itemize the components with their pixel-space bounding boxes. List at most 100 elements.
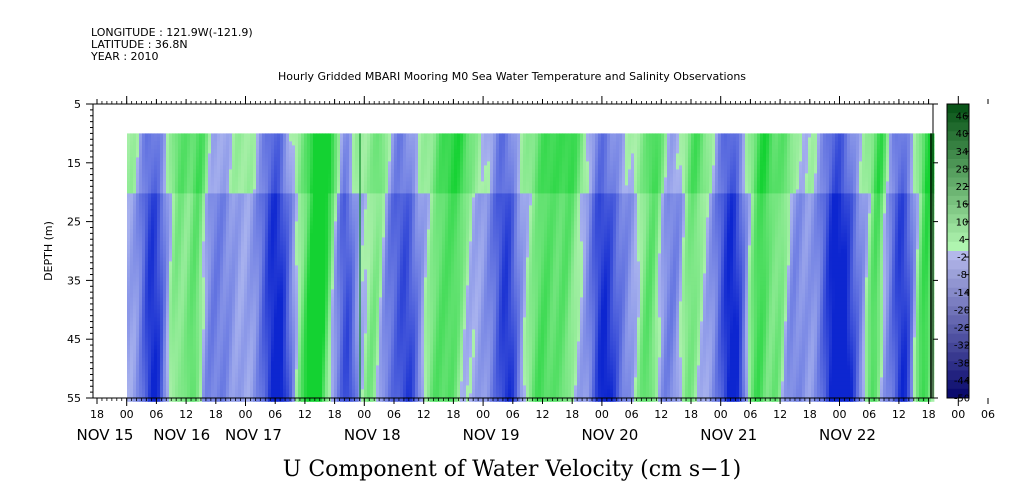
heatmap-cell — [190, 169, 194, 174]
heatmap-cell — [346, 309, 350, 314]
heatmap-cell — [349, 173, 353, 178]
heatmap-cell — [190, 357, 194, 362]
heatmap-cell — [262, 181, 266, 186]
heatmap-cell — [178, 253, 182, 258]
heatmap-cell — [256, 389, 260, 394]
heatmap-cell — [283, 377, 287, 382]
heatmap-cell — [277, 373, 281, 378]
heatmap-cell — [157, 305, 161, 310]
heatmap-cell — [199, 241, 203, 246]
heatmap-cell — [334, 169, 338, 174]
heatmap-cell — [247, 273, 251, 278]
heatmap-cell — [208, 301, 212, 306]
heatmap-cell — [202, 273, 206, 278]
heatmap-cell — [235, 265, 239, 270]
heatmap-cell — [199, 257, 203, 262]
heatmap-cell — [319, 145, 323, 150]
heatmap-cell — [265, 205, 269, 210]
heatmap-cell — [316, 193, 320, 198]
heatmap-cell — [325, 317, 329, 322]
heatmap-cell — [256, 225, 260, 230]
heatmap-cell — [334, 213, 338, 218]
heatmap-cell — [280, 381, 284, 386]
heatmap-cell — [184, 205, 188, 210]
heatmap-cell — [181, 209, 185, 214]
heatmap-cell — [223, 253, 227, 258]
heatmap-cell — [310, 165, 314, 170]
heatmap-cell — [319, 233, 323, 238]
heatmap-cell — [241, 341, 245, 346]
heatmap-cell — [220, 345, 224, 350]
heatmap-cell — [175, 353, 179, 358]
heatmap-cell — [295, 161, 299, 166]
heatmap-cell — [271, 369, 275, 374]
heatmap-cell — [193, 189, 197, 194]
heatmap-cell — [340, 309, 344, 314]
heatmap-cell — [238, 313, 242, 318]
heatmap-cell — [250, 201, 254, 206]
heatmap-cell — [274, 149, 278, 154]
heatmap-cell — [199, 385, 203, 390]
heatmap-cell — [220, 229, 224, 234]
heatmap-cell — [235, 277, 239, 282]
heatmap-cell — [343, 325, 347, 330]
heatmap-cell — [262, 357, 266, 362]
heatmap-cell — [178, 189, 182, 194]
heatmap-cell — [238, 365, 242, 370]
heatmap-cell — [283, 265, 287, 270]
heatmap-cell — [184, 277, 188, 282]
heatmap-cell — [301, 161, 305, 166]
heatmap-cell — [145, 193, 149, 198]
heatmap-cell — [142, 225, 146, 230]
heatmap-cell — [232, 321, 236, 326]
heatmap-cell — [265, 329, 269, 334]
heatmap-cell — [280, 237, 284, 242]
heatmap-cell — [343, 137, 347, 142]
heatmap-cell — [265, 385, 269, 390]
heatmap-cell — [160, 201, 164, 206]
heatmap-cell — [316, 397, 320, 402]
heatmap-cell — [172, 169, 176, 174]
heatmap-cell — [208, 257, 212, 262]
heatmap-cell — [127, 165, 131, 170]
heatmap-cell — [217, 133, 221, 138]
heatmap-cell — [241, 241, 245, 246]
heatmap-cell — [136, 301, 140, 306]
heatmap-cell — [151, 201, 155, 206]
heatmap-cell — [127, 325, 131, 330]
heatmap-cell — [175, 241, 179, 246]
heatmap-cell — [325, 245, 329, 250]
heatmap-cell — [202, 229, 206, 234]
heatmap-cell — [211, 369, 215, 374]
heatmap-cell — [250, 273, 254, 278]
heatmap-cell — [244, 253, 248, 258]
heatmap-cell — [316, 161, 320, 166]
heatmap-cell — [229, 257, 233, 262]
heatmap-cell — [334, 209, 338, 214]
heatmap-cell — [163, 161, 167, 166]
heatmap-cell — [301, 177, 305, 182]
heatmap-cell — [310, 189, 314, 194]
heatmap-cell — [172, 141, 176, 146]
heatmap-cell — [139, 337, 143, 342]
heatmap-cell — [181, 277, 185, 282]
heatmap-cell — [199, 333, 203, 338]
heatmap-cell — [241, 285, 245, 290]
heatmap-cell — [340, 269, 344, 274]
heatmap-cell — [313, 249, 317, 254]
heatmap-cell — [214, 305, 218, 310]
heatmap-cell — [325, 197, 329, 202]
heatmap-cell — [280, 217, 284, 222]
heatmap-cell — [145, 201, 149, 206]
heatmap-cell — [151, 317, 155, 322]
heatmap-cell — [280, 309, 284, 314]
heatmap-cell — [187, 241, 191, 246]
heatmap-cell — [292, 261, 296, 266]
heatmap-cell — [316, 261, 320, 266]
heatmap-cell — [127, 281, 131, 286]
heatmap-cell — [289, 393, 293, 398]
heatmap-cell — [247, 241, 251, 246]
heatmap-cell — [298, 225, 302, 230]
heatmap-cell — [343, 369, 347, 374]
heatmap-cell — [229, 357, 233, 362]
